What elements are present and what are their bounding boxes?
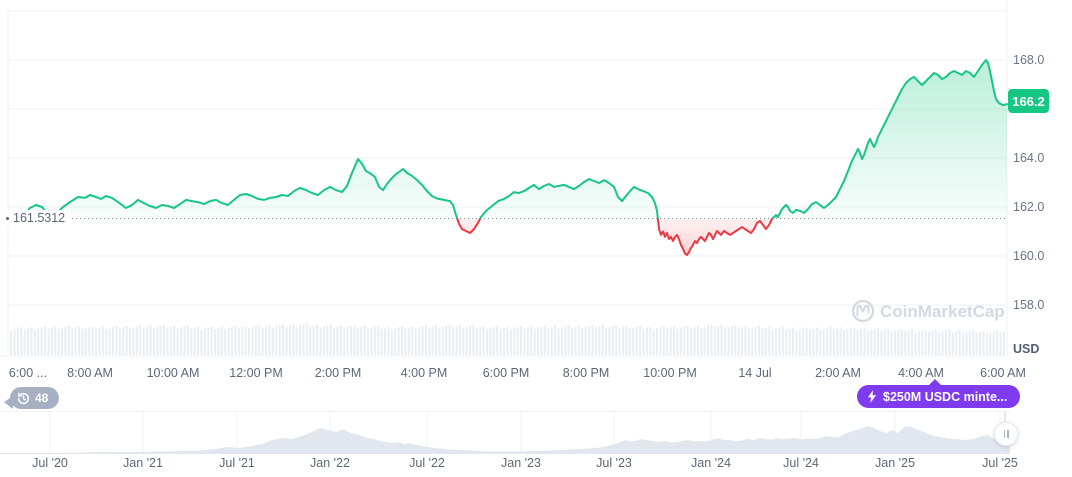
coinmarketcap-watermark: CoinMarketCap: [851, 299, 1005, 323]
navigator-tick-label: Jul '24: [783, 456, 819, 470]
x-axis-tick-label: 4:00 PM: [400, 366, 448, 380]
navigator-tick-label: Jan '21: [123, 456, 163, 470]
baseline-price-label: 161.5312: [3, 210, 72, 226]
y-axis-unit-label: USD: [1013, 342, 1040, 356]
y-axis-label: 162.0: [1013, 200, 1045, 214]
x-axis-tick-label: 8:00 PM: [562, 366, 610, 380]
y-axis-label: 164.0: [1013, 151, 1045, 165]
navigator-area: [0, 426, 1010, 454]
y-axis-label: 160.0: [1013, 249, 1045, 263]
watchers-count: 48: [35, 391, 49, 405]
lightning-icon: [867, 390, 877, 403]
navigator-axis: Jul '20 Jan '21 Jul '21 Jan '22 Jul '22 Jan '…: [0, 455, 1072, 471]
handle-bar: [1007, 430, 1009, 438]
watchers-count-badge[interactable]: 48: [3, 387, 60, 409]
event-label: $250M USDC minte...: [883, 389, 1008, 404]
x-axis-tick-label: 10:00 AM: [146, 366, 200, 380]
volume-bars: [10, 323, 1005, 355]
baseline-marker-dot: [6, 216, 9, 220]
x-axis-tick-label: 14 Jul: [738, 366, 772, 380]
x-axis-tick-label: 4:00 AM: [898, 366, 944, 380]
baseline-price-value: 161.5312: [13, 211, 66, 225]
price-line-up: [24, 59, 1008, 219]
current-price-badge: 166.2: [1008, 89, 1049, 113]
x-axis-tick-label: 6:00 PM: [482, 366, 530, 380]
navigator-svg[interactable]: [0, 412, 1010, 454]
navigator-tick-label: Jul '23: [596, 456, 632, 470]
navigator-tick-label: Jan '24: [691, 456, 731, 470]
x-axis-tick-label: 10:00 PM: [643, 366, 697, 380]
navigator-tick-label: Jul '25: [982, 456, 1018, 470]
x-axis-tick-label: 12:00 PM: [229, 366, 283, 380]
x-axis-tick-label: 2:00 PM: [314, 366, 362, 380]
x-axis-tick-label: 8:00 AM: [67, 366, 113, 380]
navigator-tick-label: Jul '20: [32, 456, 68, 470]
price-chart-area[interactable]: CoinMarketCap 161.5312 168.0 164.0 162.0 16…: [0, 0, 1072, 360]
y-axis-label: 168.0: [1013, 53, 1045, 67]
navigator-tick-label: Jan '23: [501, 456, 541, 470]
navigator-tick-label: Jul '21: [219, 456, 255, 470]
x-axis: 6:00 ... 8:00 AM 10:00 AM 12:00 PM 2:00 PM 4:…: [0, 365, 1072, 382]
price-area-up: [25, 60, 1007, 219]
x-axis-tick-label: 2:00 AM: [815, 366, 861, 380]
handle-bar: [1003, 430, 1005, 438]
navigator-tick-label: Jan '22: [310, 456, 350, 470]
svg-text:CoinMarketCap: CoinMarketCap: [880, 302, 1005, 321]
timeline-navigator[interactable]: [0, 411, 1010, 454]
navigator-tick-label: Jul '22: [409, 456, 445, 470]
x-axis-tick-label: 6:00 AM: [980, 366, 1026, 380]
event-badge[interactable]: $250M USDC minte...: [857, 379, 1021, 408]
history-clock-icon: [17, 392, 30, 404]
navigator-tick-label: Jan '25: [875, 456, 915, 470]
navigator-drag-handle[interactable]: [994, 422, 1018, 446]
y-axis-label: 158.0: [1013, 298, 1045, 312]
price-chart-svg[interactable]: CoinMarketCap: [0, 0, 1072, 360]
x-axis-tick-label: 6:00 ...: [8, 366, 48, 380]
